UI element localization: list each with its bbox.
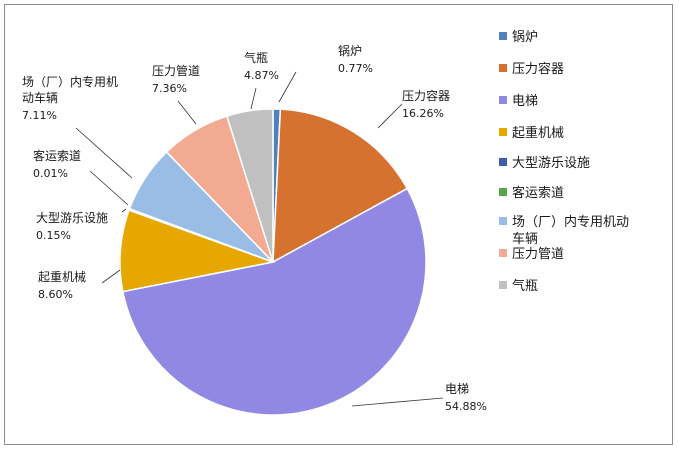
data-label-气瓶: 气瓶 4.87% [244, 50, 279, 82]
legend-label-line: 场（厂）内专用机动 [512, 214, 629, 230]
pie-slice-起重机械 [119, 209, 276, 293]
leader-line-气瓶 [250, 87, 257, 110]
data-label-value: 0.15% [36, 229, 71, 242]
legend-swatch-锅炉 [499, 32, 507, 40]
legend-label-锅炉: 锅炉 [512, 29, 538, 45]
data-label-锅炉: 锅炉 0.77% [338, 43, 373, 75]
leader-line-起重机械 [101, 269, 121, 284]
data-label-value: 0.77% [338, 62, 373, 75]
leader-line-锅炉 [278, 71, 297, 103]
legend-label-起重机械: 起重机械 [512, 125, 564, 141]
pie-slice-电梯 [122, 187, 427, 416]
data-label-name: 起重机械 [38, 269, 86, 284]
pie-slice-压力容器 [272, 108, 409, 264]
leader-line-大型游乐设施 [121, 208, 127, 213]
leader-line-电梯 [351, 397, 444, 407]
data-label-name: 动车辆 [22, 90, 58, 105]
data-label-客运索道: 客运索道 0.01% [33, 148, 81, 180]
legend-swatch-气瓶 [499, 281, 507, 289]
legend-label-客运索道: 客运索道 [512, 185, 564, 201]
leader-line-压力管道 [177, 100, 197, 125]
data-label-大型游乐设施: 大型游乐设施 0.15% [36, 211, 108, 242]
legend-swatch-场厂内专用机动车辆 [499, 217, 507, 225]
leader-line-客运索道 [89, 170, 129, 206]
legend-label-压力容器: 压力容器 [512, 61, 564, 77]
data-label-value: 4.87% [244, 69, 279, 82]
data-label-value: 0.01% [33, 167, 68, 180]
data-label-name: 气瓶 [244, 50, 268, 65]
data-label-name: 客运索道 [33, 148, 81, 163]
data-label-value: 16.26% [402, 107, 444, 120]
data-label-name: 压力管道 [152, 63, 200, 78]
legend-swatch-客运索道 [499, 188, 507, 196]
legend-swatch-起重机械 [499, 128, 507, 136]
data-label-value: 54.88% [445, 400, 487, 413]
data-label-压力管道: 压力管道 7.36% [152, 63, 200, 95]
data-label-name: 电梯 [445, 382, 469, 396]
data-labels: 锅炉 0.77% 压力容器 16.26% 电梯 54.88% 起重机械 8.60% 大型游乐设施… [22, 43, 487, 413]
leader-line-场厂内专用机动车辆 [75, 127, 133, 179]
data-label-电梯: 电梯 54.88% [445, 382, 487, 413]
data-label-name: 场（厂）内专用机 [22, 74, 118, 89]
legend-swatch-电梯 [499, 96, 507, 104]
data-label-value: 7.36% [152, 82, 187, 95]
legend-swatch-压力容器 [499, 64, 507, 72]
legend-label-大型游乐设施: 大型游乐设施 [512, 156, 590, 171]
legend-label-压力管道: 压力管道 [512, 247, 564, 262]
data-label-value: 7.11% [22, 109, 57, 122]
legend-swatch-压力管道 [499, 249, 507, 257]
legend-swatch-大型游乐设施 [499, 158, 507, 166]
data-label-name: 压力容器 [402, 88, 450, 103]
data-label-value: 8.60% [38, 288, 73, 301]
data-label-name: 大型游乐设施 [36, 211, 108, 225]
data-label-起重机械: 起重机械 8.60% [38, 269, 86, 301]
legend-label-line: 车辆 [512, 231, 538, 247]
data-label-name: 锅炉 [338, 43, 362, 58]
legend-label-气瓶: 气瓶 [512, 278, 538, 294]
pie-slice-气瓶 [225, 108, 274, 263]
leader-lines [75, 71, 444, 407]
legend-label-场厂内专用机动车辆: 场（厂）内专用机动车辆 [512, 214, 629, 247]
data-label-压力容器: 压力容器 16.26% [402, 88, 450, 120]
leader-line-压力容器 [377, 103, 403, 129]
data-label-场厂内专用机动车辆: 场（厂）内专用机动车辆 7.11% [22, 74, 118, 122]
legend-label-电梯: 电梯 [512, 94, 538, 109]
pie-slices [119, 108, 427, 416]
